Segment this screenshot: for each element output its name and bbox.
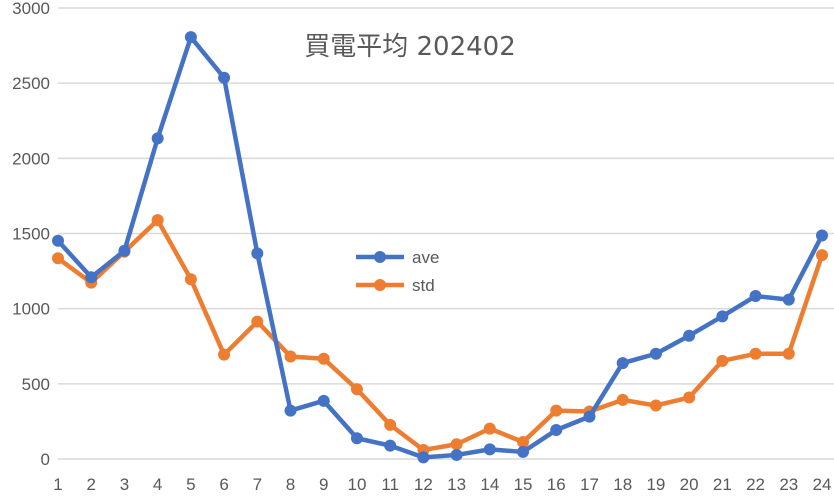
data-point-marker: [483, 422, 496, 435]
y-tick-label: 1500: [12, 225, 50, 244]
x-tick-label: 11: [381, 475, 399, 494]
x-tick-label: 13: [447, 475, 466, 494]
legend-label: ave: [412, 248, 439, 267]
legend-item-std[interactable]: std: [356, 276, 435, 295]
x-tick-label: 15: [514, 475, 533, 494]
x-tick-label: 10: [347, 475, 366, 494]
data-point-marker: [816, 229, 828, 242]
legend-item-ave[interactable]: ave: [356, 248, 439, 267]
data-point-marker: [85, 271, 98, 284]
x-tick-label: 21: [713, 475, 732, 494]
x-tick-label: 5: [186, 475, 195, 494]
series-lines: [52, 31, 828, 464]
data-point-marker: [151, 132, 164, 145]
x-tick-label: 19: [646, 475, 665, 494]
x-tick-label: 3: [120, 475, 129, 494]
y-tick-label: 2500: [12, 74, 50, 93]
y-tick-label: 3000: [12, 0, 50, 18]
y-tick-label: 2000: [12, 149, 50, 168]
data-point-marker: [384, 439, 397, 452]
legend-label: std: [412, 276, 435, 295]
data-point-marker: [151, 214, 164, 227]
data-point-marker: [749, 347, 762, 360]
x-tick-label: 22: [746, 475, 765, 494]
data-point-marker: [184, 273, 197, 286]
data-point-marker: [583, 410, 596, 423]
x-tick-label: 18: [613, 475, 632, 494]
data-point-marker: [450, 438, 463, 451]
x-tick-label: 23: [779, 475, 798, 494]
data-point-marker: [284, 404, 297, 417]
x-tick-label: 1: [53, 475, 62, 494]
data-point-marker: [517, 436, 530, 449]
x-tick-label: 16: [547, 475, 566, 494]
series-std: [52, 214, 828, 456]
series-line: [56, 217, 825, 453]
data-point-marker: [483, 443, 496, 456]
x-tick-label: 14: [480, 475, 499, 494]
data-point-marker: [284, 350, 297, 363]
y-tick-label: 1000: [12, 300, 50, 319]
data-point-marker: [384, 418, 397, 431]
data-point-marker: [616, 357, 629, 370]
x-tick-label: 7: [253, 475, 262, 494]
data-point-marker: [317, 352, 330, 365]
legend-marker-icon: [374, 279, 386, 291]
data-point-marker: [649, 399, 662, 412]
data-point-marker: [118, 244, 131, 257]
data-point-marker: [649, 347, 662, 360]
series-ave: [52, 31, 828, 464]
y-tick-label: 0: [41, 450, 50, 469]
data-point-marker: [350, 383, 363, 396]
x-tick-label: 8: [286, 475, 295, 494]
x-tick-label: 24: [813, 475, 832, 494]
data-point-marker: [251, 247, 264, 260]
data-point-marker: [350, 432, 363, 445]
data-point-marker: [683, 391, 696, 404]
legend[interactable]: ave std: [356, 248, 439, 295]
data-point-marker: [218, 348, 231, 361]
data-point-marker: [683, 329, 696, 342]
x-tick-label: 9: [319, 475, 328, 494]
data-point-marker: [782, 293, 795, 306]
legend-marker-icon: [374, 251, 386, 263]
x-tick-label: 12: [414, 475, 433, 494]
data-point-marker: [251, 315, 264, 328]
chart-title: 買電平均 202402: [304, 32, 516, 62]
y-tick-label: 500: [22, 375, 50, 394]
data-point-marker: [517, 445, 530, 458]
series-line: [56, 34, 824, 460]
data-point-marker: [450, 448, 463, 461]
data-point-marker: [716, 310, 729, 323]
data-point-marker: [816, 249, 828, 262]
data-point-marker: [417, 451, 430, 464]
data-point-marker: [550, 423, 563, 436]
data-point-marker: [616, 393, 629, 406]
x-tick-label: 4: [153, 475, 162, 494]
data-point-marker: [749, 290, 762, 303]
data-point-marker: [317, 394, 330, 407]
data-point-marker: [52, 234, 64, 247]
data-point-marker: [550, 404, 563, 417]
y-axis-labels: 0 500 1000 1500 2000 2500 3000: [12, 0, 50, 469]
data-point-marker: [716, 354, 729, 367]
data-point-marker: [218, 71, 231, 84]
x-tick-label: 2: [86, 475, 95, 494]
x-tick-label: 20: [680, 475, 699, 494]
x-axis-labels: 1 2 3 4 5 6 7 8 9 10 11 12 13 14 15 16 17 18 19 20 21 22 23 24: [53, 475, 831, 494]
x-tick-label: 17: [580, 475, 599, 494]
x-tick-label: 6: [219, 475, 228, 494]
data-point-marker: [52, 252, 64, 265]
gridlines: [58, 7, 834, 460]
data-point-marker: [782, 347, 795, 360]
data-point-marker: [184, 31, 197, 44]
